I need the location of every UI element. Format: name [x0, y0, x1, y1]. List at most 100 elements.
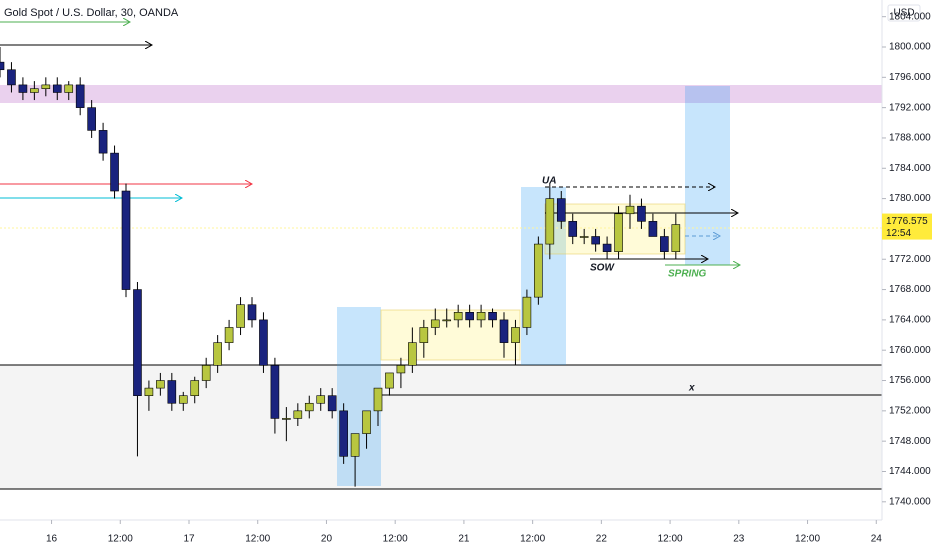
candle-body [247, 304, 257, 321]
candle-body [545, 198, 555, 245]
label-ua: UA [542, 176, 556, 187]
x-tick-label: 12:00 [658, 534, 683, 545]
candle-body [614, 213, 623, 252]
label-x: x [688, 383, 695, 394]
y-tick-label: 1796.000 [889, 72, 931, 83]
candle-body [259, 319, 268, 366]
x-tick-label: 16 [46, 534, 58, 545]
candle-body [568, 221, 578, 237]
blue-box [685, 86, 730, 265]
y-tick-label: 1768.000 [889, 284, 931, 295]
candle-body [178, 395, 188, 404]
y-tick-label: 1764.000 [889, 315, 931, 326]
candle-body [0, 61, 5, 71]
label-sow: SOW [590, 263, 615, 274]
candle-body [476, 312, 486, 321]
candle-body [201, 365, 211, 381]
candle-body [41, 84, 51, 89]
y-tick-label: 1740.000 [889, 496, 931, 507]
y-tick-label: 1792.000 [889, 102, 931, 113]
range-box [380, 309, 521, 361]
last-price: 1776.575 [886, 216, 928, 227]
candle-body [396, 365, 406, 374]
candle-body [637, 205, 646, 222]
y-tick-label: 1748.000 [889, 436, 931, 447]
candle-body [224, 327, 234, 343]
candle-body [579, 236, 589, 238]
currency-button[interactable] [887, 4, 921, 22]
candle-body [270, 365, 280, 419]
y-tick-label: 1760.000 [889, 345, 931, 356]
candle-body [465, 312, 474, 321]
x-tick-label: 17 [183, 534, 195, 545]
candle-body [660, 236, 669, 252]
candle-body [144, 387, 154, 396]
candle-body [110, 152, 119, 192]
candle-body [556, 198, 566, 222]
y-tick-label: 1756.000 [889, 375, 931, 386]
candle-body [671, 224, 681, 252]
candle-body [121, 190, 131, 290]
x-tick-label: 12:00 [383, 534, 408, 545]
candle-body [190, 380, 200, 396]
candle-body [339, 410, 348, 457]
candle-body [282, 418, 291, 420]
candle-body [408, 342, 417, 366]
last-price-box [882, 213, 932, 240]
candle-body [30, 88, 39, 93]
candle-body [327, 395, 337, 412]
candle-body [442, 319, 452, 322]
currency: USD [893, 8, 914, 19]
x-tick-label: 24 [871, 534, 883, 545]
x-tick-label: 12:00 [108, 534, 133, 545]
candle-body [7, 69, 16, 86]
candle-body [602, 243, 612, 252]
demand-zone [0, 365, 882, 489]
candle-body [52, 84, 62, 93]
candle-body [133, 289, 142, 396]
label-spring: SPRING [668, 269, 707, 280]
candle-body [64, 84, 74, 93]
drawings: UA E SOW SPRING x [0, 22, 882, 490]
candle-body [293, 410, 303, 419]
x-tick-label: 12:00 [795, 534, 820, 545]
x-tick-label: 12:00 [245, 534, 270, 545]
y-tick-label: 1788.000 [889, 133, 931, 144]
y-tick-label: 1752.000 [889, 405, 931, 416]
candle-body [453, 312, 463, 321]
candle-body [350, 433, 360, 457]
axes: 1740.000 1744.000 1748.000 1752.000 1756.000… [46, 11, 932, 545]
candle-body [385, 372, 394, 389]
y-tick-label: 1772.000 [889, 254, 931, 265]
candle-body [499, 319, 509, 343]
candle-body [534, 243, 543, 298]
candles [0, 46, 681, 487]
countdown: 12:54 [886, 228, 911, 239]
x-tick-label: 12:00 [520, 534, 545, 545]
candle-body [648, 221, 658, 237]
candle-body [488, 312, 497, 321]
candle-body [167, 380, 177, 404]
candle-body [213, 342, 222, 366]
candle-body [156, 380, 165, 389]
y-tick-label: 1804.000 [889, 11, 931, 22]
x-tick-label: 20 [321, 534, 333, 545]
candle-body [18, 84, 28, 93]
candle-body [87, 107, 96, 131]
candle-body [304, 402, 314, 412]
candle-body [522, 296, 532, 328]
y-tick-label: 1800.000 [889, 42, 931, 53]
x-tick-label: 21 [458, 534, 470, 545]
y-tick-label: 1784.000 [889, 163, 931, 174]
candle-body [75, 84, 85, 108]
y-tick-label: 1744.000 [889, 466, 931, 477]
candle-body [236, 304, 245, 328]
candle-body [419, 327, 429, 343]
candle-body [511, 327, 520, 343]
candle-body [625, 205, 635, 215]
candle-body [373, 387, 383, 412]
candle-body [316, 395, 326, 404]
x-tick-label: 23 [733, 534, 745, 545]
candle-body [430, 319, 440, 328]
